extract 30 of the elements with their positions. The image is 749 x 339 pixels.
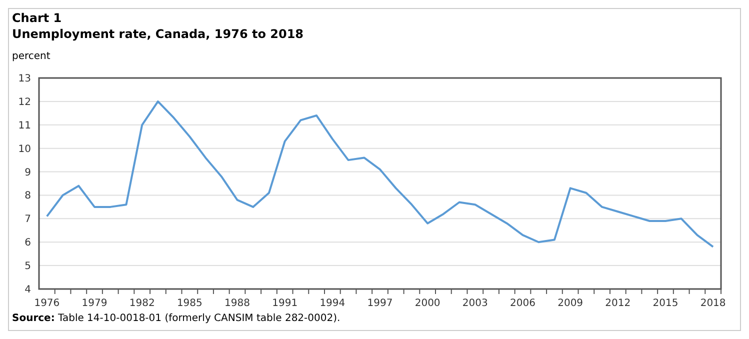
y-tick-label: 4 xyxy=(24,284,31,296)
x-tick-label: 2018 xyxy=(700,298,726,309)
y-axis-title: percent xyxy=(12,51,50,62)
x-tick-label: 1994 xyxy=(320,298,346,309)
x-tick-label: 1988 xyxy=(224,298,250,309)
chart-subtitle: Unemployment rate, Canada, 1976 to 2018 xyxy=(12,27,304,41)
y-tick-label: 5 xyxy=(24,261,31,272)
x-tick-label: 1979 xyxy=(82,298,108,309)
x-tick-label: 2009 xyxy=(558,298,584,309)
line-series xyxy=(46,100,714,248)
y-tick-label: 10 xyxy=(18,144,31,155)
y-tick-label: 11 xyxy=(18,120,31,132)
x-tick-label: 2015 xyxy=(652,298,678,309)
source-note: Source: Table 14-10-0018-01 (formerly CANSIM table 282-0002). xyxy=(12,313,340,324)
y-tick-label: 9 xyxy=(24,167,31,178)
y-tick-label: 8 xyxy=(24,190,31,202)
chart-title: Chart 1 xyxy=(12,11,62,25)
x-tick-label: 1982 xyxy=(129,298,155,309)
y-tick-label: 12 xyxy=(18,96,31,108)
x-tick-label: 1991 xyxy=(272,298,298,309)
y-tick-label: 13 xyxy=(18,74,31,84)
x-tick-label: 1997 xyxy=(367,298,393,309)
y-tick-label: 6 xyxy=(24,238,31,249)
x-tick-label: 2000 xyxy=(414,298,440,309)
x-tick-label: 1976 xyxy=(34,298,60,309)
y-tick-label: 7 xyxy=(24,214,31,226)
x-tick-label: 2003 xyxy=(462,298,488,309)
x-tick-label: 1985 xyxy=(176,298,202,309)
x-tick-label: 2006 xyxy=(510,298,536,309)
x-tick-label: 2012 xyxy=(605,298,631,309)
